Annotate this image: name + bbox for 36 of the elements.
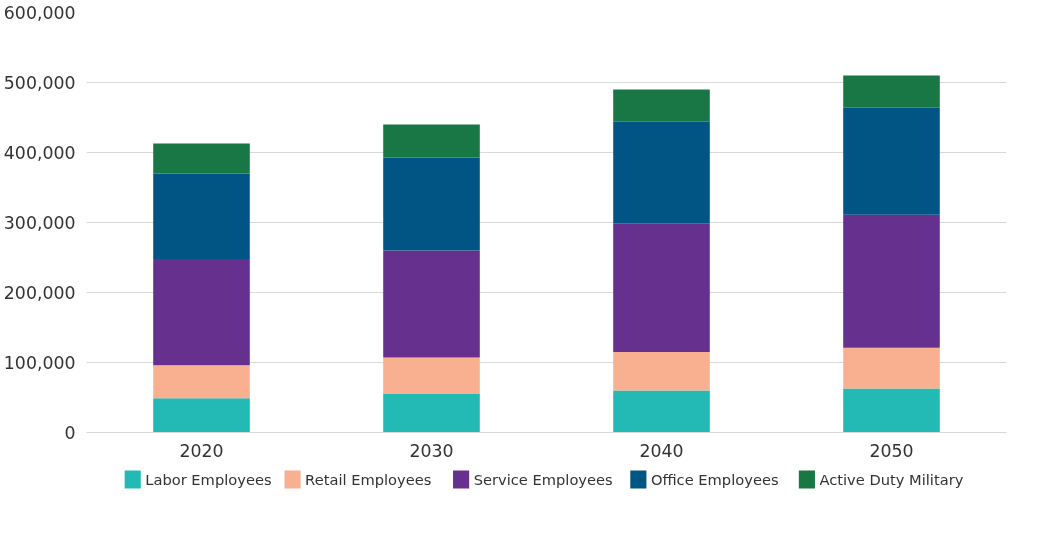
legend-label: Active Duty Military bbox=[819, 471, 964, 488]
bar bbox=[383, 394, 480, 433]
bar bbox=[383, 357, 480, 394]
legend-label: Office Employees bbox=[650, 471, 779, 488]
legend-label: Service Employees bbox=[473, 471, 613, 488]
bar bbox=[153, 365, 250, 399]
bar bbox=[843, 107, 940, 215]
bar bbox=[613, 89, 710, 122]
y-tick-label: 0 bbox=[64, 423, 76, 443]
bar bbox=[613, 352, 710, 391]
bar bbox=[153, 143, 250, 174]
bar bbox=[843, 75, 940, 108]
y-tick-label: 300,000 bbox=[3, 213, 76, 233]
bar bbox=[613, 390, 710, 433]
y-tick-label: 100,000 bbox=[3, 353, 76, 373]
bar bbox=[383, 157, 480, 251]
bar bbox=[843, 214, 940, 348]
bar bbox=[153, 258, 250, 366]
bar bbox=[383, 250, 480, 358]
x-tick-label: 2050 bbox=[869, 440, 914, 461]
x-tick-label: 2040 bbox=[639, 440, 684, 461]
y-tick-label: 600,000 bbox=[3, 3, 76, 23]
x-tick-label: 2020 bbox=[179, 440, 224, 461]
y-tick-label: 200,000 bbox=[3, 283, 76, 303]
y-tick-label: 400,000 bbox=[3, 143, 76, 163]
bar bbox=[613, 223, 710, 352]
bar bbox=[843, 347, 940, 389]
y-tick-label: 500,000 bbox=[3, 73, 76, 93]
x-tick-label: 2030 bbox=[409, 440, 454, 461]
bar bbox=[383, 124, 480, 158]
bar bbox=[153, 398, 250, 433]
bar bbox=[843, 388, 940, 433]
bar bbox=[613, 121, 710, 224]
legend-label: Labor Employees bbox=[145, 471, 272, 488]
bar bbox=[153, 173, 250, 259]
legend-label: Retail Employees bbox=[305, 471, 432, 488]
